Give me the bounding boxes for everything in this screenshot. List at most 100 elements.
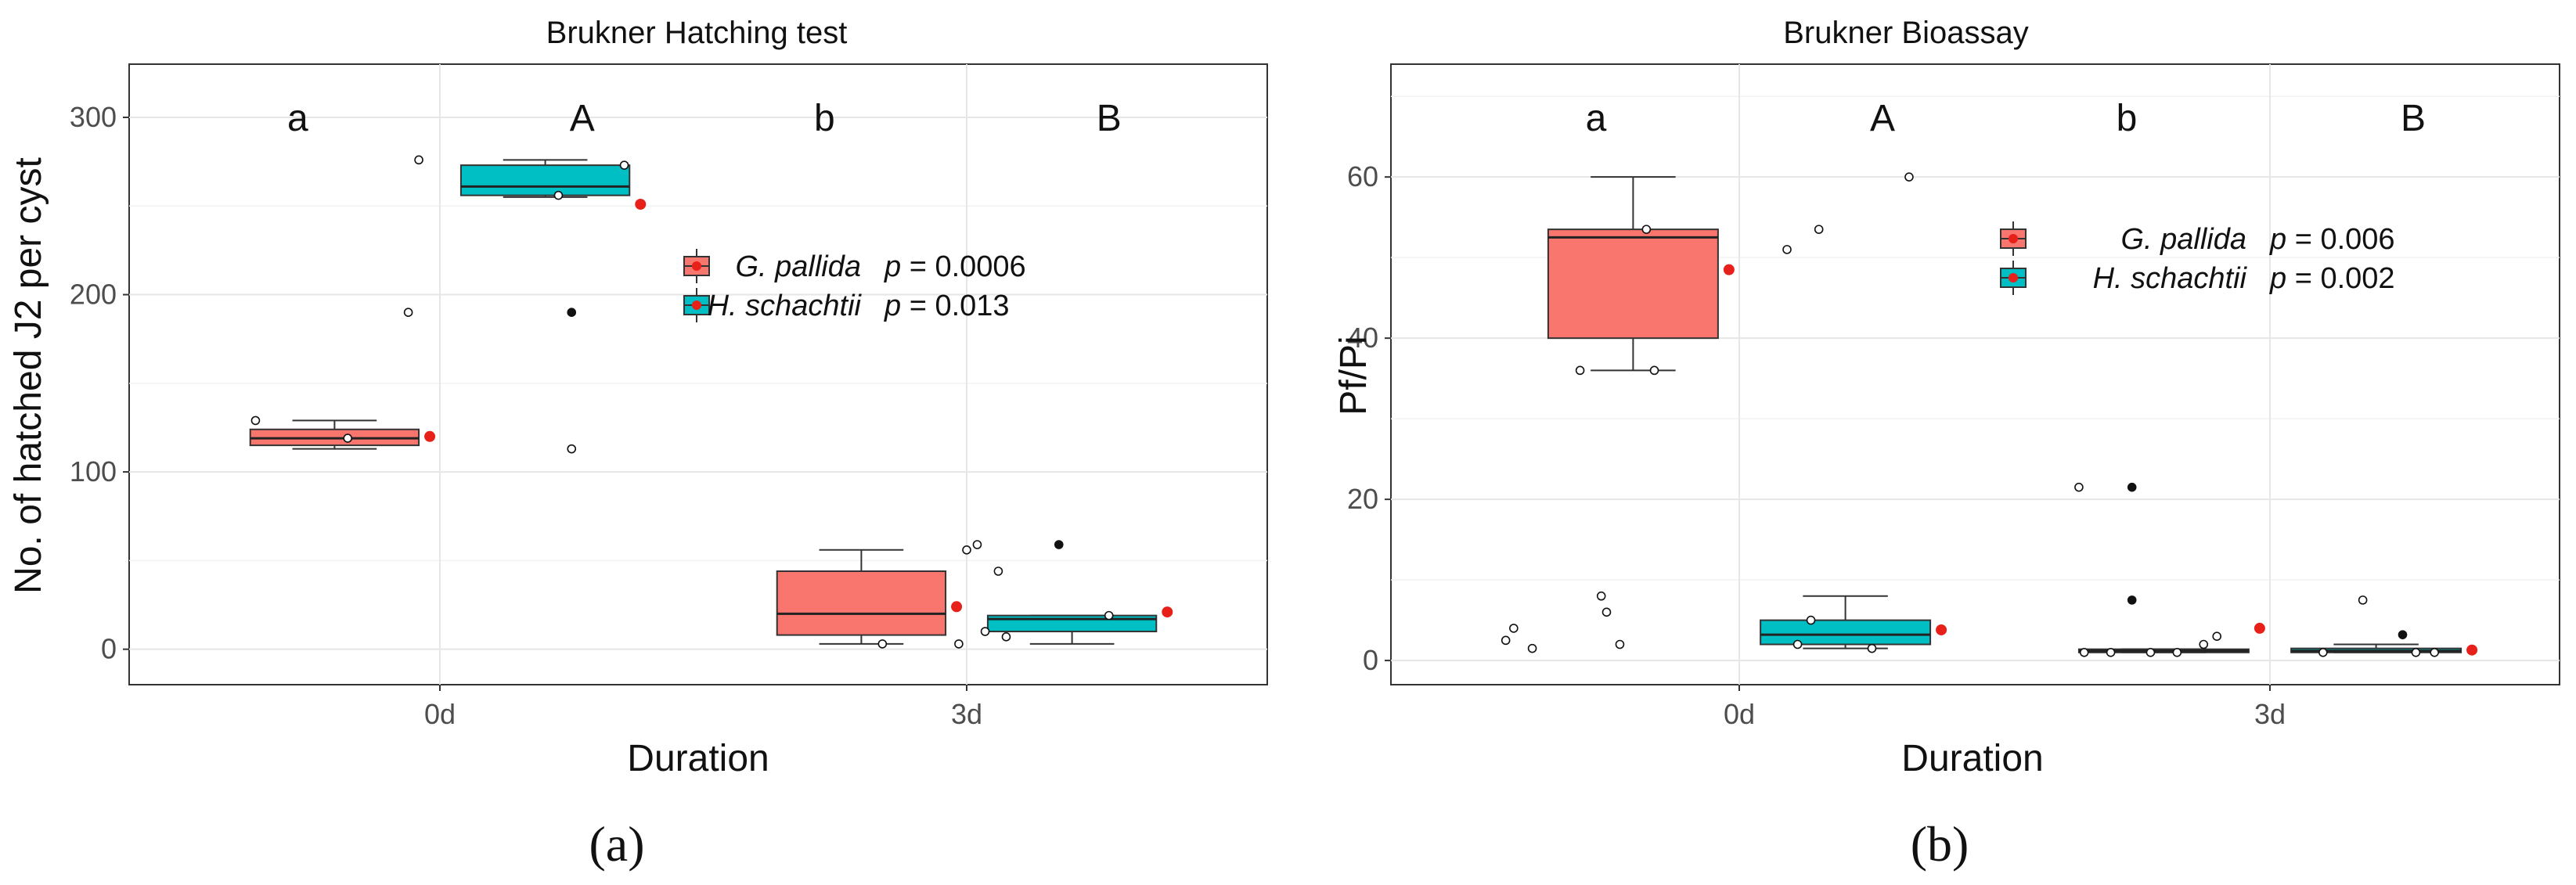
mean-point [1162,606,1173,618]
y-tick-label: 40 [1347,322,1378,354]
data-point [962,545,971,555]
data-point [1814,225,1824,234]
data-point [2106,648,2116,657]
significance-letter: B [2401,98,2426,139]
data-points [250,155,1173,649]
significance-letter: A [1870,98,1895,139]
y-tick-label: 200 [70,279,117,311]
x-axis-title: Duration [627,738,769,779]
data-point [1806,615,1816,625]
data-point [954,639,964,649]
significance-letter: a [287,98,308,139]
y-tick-label: 20 [1347,483,1378,515]
y-tick-label: 0 [101,633,117,665]
y-tick-label: 60 [1347,160,1378,192]
data-point [343,434,353,443]
x-tick-label: 0d [424,698,456,730]
y-tick-label: 0 [1363,644,1378,676]
panel-label: (a) [589,816,644,872]
box [1547,228,1719,340]
data-point [414,155,423,165]
data-point [993,567,1003,576]
data-point [2127,595,2137,605]
box-plots [249,159,1158,645]
chart-title: Brukner Bioassay [1783,16,2028,50]
panel-label: (b) [1911,816,1969,872]
significance-letter: b [814,98,835,139]
data-point [1104,610,1114,621]
legend-key-mean [692,261,701,271]
x-tick-label: 3d [951,698,982,730]
y-tick-label: 100 [70,455,117,487]
x-axis-ticks: 0d 3d [424,685,982,730]
mean-point [424,430,436,442]
data-point [1501,635,1511,646]
data-point [2318,648,2328,657]
data-point [2430,648,2439,657]
x-tick-label: 0d [1724,698,1755,730]
box [1760,619,1932,646]
y-axis-title: No. of hatched J2 per cyst [8,157,49,594]
data-point [403,308,413,318]
x-tick-label: 3d [2254,698,2286,730]
legend: G. pallida p = 0.006 H. schachtii p = 0.002 [2000,221,2395,295]
mean-point [951,601,963,613]
data-point [2074,482,2084,492]
data-point [2199,639,2209,649]
significance-letter: a [1586,98,1607,139]
data-point [972,540,982,549]
legend-p-value: p = 0.013 [884,290,1010,322]
data-point [1615,639,1625,649]
data-point [877,639,888,649]
data-points [1501,172,2478,657]
data-point [1641,225,1652,234]
data-point [1001,632,1011,642]
data-point [1509,624,1519,633]
data-point [1867,643,1877,653]
data-point [1575,365,1585,376]
legend-label: G. pallida [2120,223,2246,256]
mean-point [1936,624,1947,635]
legend-p-value: p = 0.006 [2269,223,2395,256]
x-axis-title: Duration [1901,738,2043,779]
data-point [567,308,577,318]
data-point [1649,365,1659,376]
box [459,164,631,196]
mean-point [2254,622,2265,634]
legend-key-mean [2009,234,2018,243]
box [776,570,947,636]
data-point [2145,648,2156,657]
data-point [619,160,629,170]
legend-key-mean [692,300,701,310]
grid-lines [129,64,1267,685]
x-axis-ticks: 0d 3d [1724,685,2286,730]
legend: G. pallida p = 0.0006 H. schachtii p = 0.01… [683,249,1026,322]
data-point [2411,648,2421,657]
mean-point [2466,644,2478,656]
chart-title: Brukner Hatching test [546,16,848,50]
data-point [2127,482,2137,492]
data-point [567,444,577,454]
data-point [1054,540,1064,549]
legend-key-mean [2009,273,2018,282]
data-point [1601,607,1612,617]
data-point [2358,595,2368,605]
data-point [553,190,564,200]
data-point [1596,591,1606,601]
y-axis-ticks: 0 100 200 300 [70,101,129,665]
plot-area [1390,63,2560,685]
legend-label: H. schachtii [708,290,863,322]
significance-letter: B [1097,98,1122,139]
legend-p-value: p = 0.0006 [884,250,1026,283]
data-point [2212,631,2221,642]
legend-p-value: p = 0.002 [2269,262,2395,295]
data-point [1527,643,1537,653]
mean-point [635,198,647,210]
data-point [2398,630,2408,639]
significance-letter: b [2117,98,2138,139]
